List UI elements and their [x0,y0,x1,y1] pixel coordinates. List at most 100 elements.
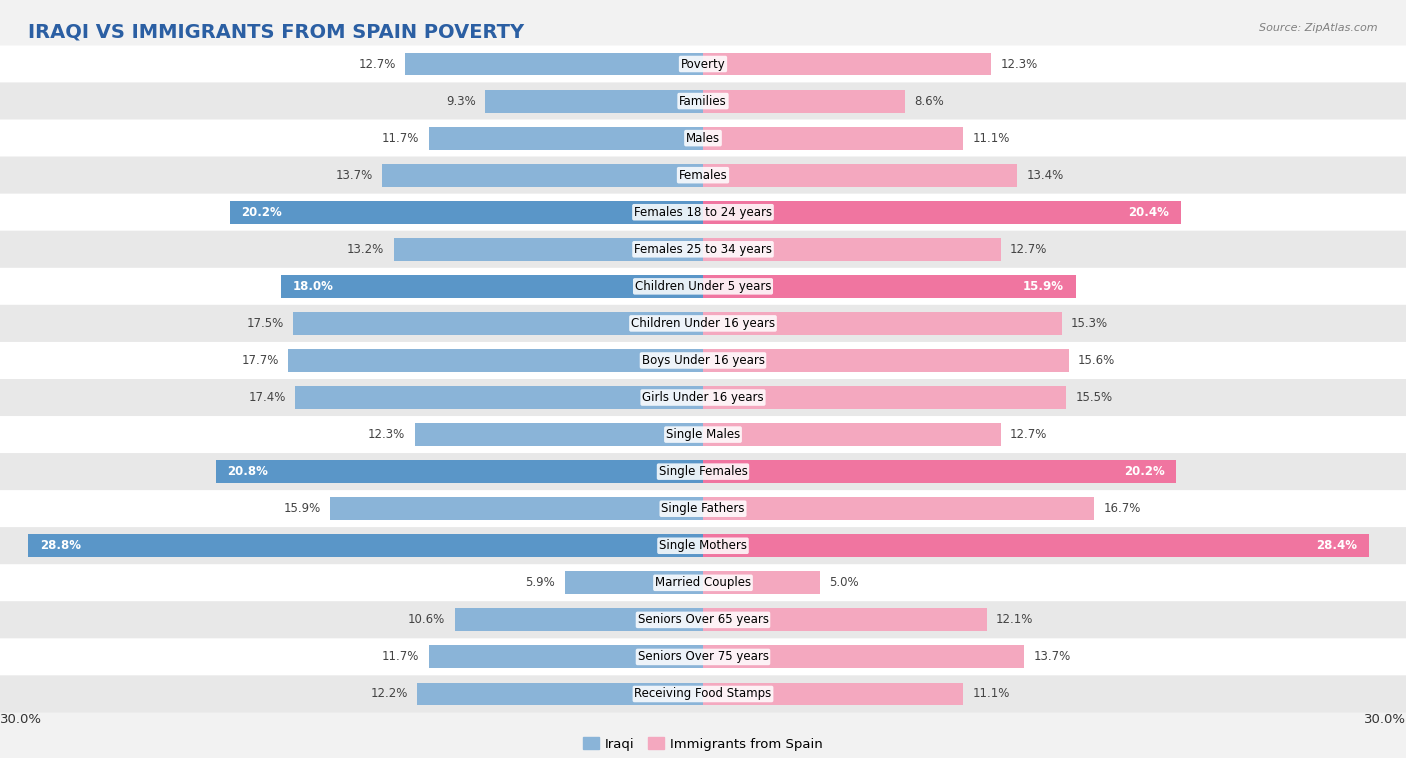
Text: 11.7%: 11.7% [382,650,419,663]
Text: Families: Families [679,95,727,108]
Text: 11.1%: 11.1% [973,688,1010,700]
Text: 5.9%: 5.9% [526,576,555,589]
Text: Receiving Food Stamps: Receiving Food Stamps [634,688,772,700]
FancyBboxPatch shape [0,342,1406,379]
Text: Seniors Over 65 years: Seniors Over 65 years [637,613,769,626]
Bar [703,89,904,112]
Text: 15.5%: 15.5% [1076,391,1112,404]
Bar [454,609,703,631]
Text: 15.3%: 15.3% [1071,317,1108,330]
Bar [703,682,963,706]
Bar [229,201,703,224]
Text: 18.0%: 18.0% [292,280,333,293]
Bar [703,201,1181,224]
Bar [288,349,703,372]
Text: 13.7%: 13.7% [1033,650,1070,663]
FancyBboxPatch shape [0,194,1406,230]
FancyBboxPatch shape [0,157,1406,194]
Bar [703,460,1177,483]
Text: 8.6%: 8.6% [914,95,943,108]
Bar [295,386,703,409]
Text: Single Mothers: Single Mothers [659,539,747,553]
Text: Females: Females [679,169,727,182]
Text: 20.8%: 20.8% [228,465,269,478]
Text: 12.3%: 12.3% [1001,58,1038,70]
Bar [418,682,703,706]
Text: 12.7%: 12.7% [359,58,396,70]
Text: 13.2%: 13.2% [347,243,384,255]
FancyBboxPatch shape [0,453,1406,490]
Text: 10.6%: 10.6% [408,613,446,626]
Bar [429,127,703,149]
Text: 12.1%: 12.1% [995,613,1033,626]
FancyBboxPatch shape [0,45,1406,83]
Bar [703,127,963,149]
Text: Children Under 5 years: Children Under 5 years [634,280,772,293]
FancyBboxPatch shape [0,490,1406,528]
Text: 15.6%: 15.6% [1078,354,1115,367]
Text: 12.3%: 12.3% [368,428,405,441]
Text: 11.7%: 11.7% [382,132,419,145]
FancyBboxPatch shape [0,564,1406,601]
Text: 17.7%: 17.7% [242,354,278,367]
FancyBboxPatch shape [0,601,1406,638]
Text: 13.4%: 13.4% [1026,169,1063,182]
Bar [703,238,1001,261]
Text: 11.1%: 11.1% [973,132,1010,145]
Bar [485,89,703,112]
Bar [703,534,1368,557]
Text: 28.4%: 28.4% [1316,539,1357,553]
Bar [703,572,820,594]
Text: 5.0%: 5.0% [830,576,859,589]
Bar [330,497,703,520]
Bar [703,52,991,76]
Bar [703,312,1062,335]
Bar [281,275,703,298]
Text: Girls Under 16 years: Girls Under 16 years [643,391,763,404]
Bar [394,238,703,261]
Bar [703,164,1017,186]
FancyBboxPatch shape [0,120,1406,157]
Text: 20.4%: 20.4% [1129,205,1170,219]
Text: 9.3%: 9.3% [446,95,475,108]
Text: 30.0%: 30.0% [0,713,42,725]
FancyBboxPatch shape [0,230,1406,268]
Text: 13.7%: 13.7% [336,169,373,182]
Legend: Iraqi, Immigrants from Spain: Iraqi, Immigrants from Spain [578,732,828,756]
Text: 30.0%: 30.0% [1364,713,1406,725]
Text: Males: Males [686,132,720,145]
FancyBboxPatch shape [0,268,1406,305]
Bar [405,52,703,76]
Text: Single Males: Single Males [666,428,740,441]
Bar [292,312,703,335]
Text: Females 25 to 34 years: Females 25 to 34 years [634,243,772,255]
FancyBboxPatch shape [0,675,1406,713]
Text: 12.7%: 12.7% [1010,428,1047,441]
Bar [703,497,1094,520]
Text: Seniors Over 75 years: Seniors Over 75 years [637,650,769,663]
Text: Females 18 to 24 years: Females 18 to 24 years [634,205,772,219]
Bar [565,572,703,594]
FancyBboxPatch shape [0,528,1406,564]
FancyBboxPatch shape [0,379,1406,416]
Bar [28,534,703,557]
Bar [703,423,1001,446]
Text: Single Females: Single Females [658,465,748,478]
Text: Single Fathers: Single Fathers [661,503,745,515]
Text: 15.9%: 15.9% [1024,280,1064,293]
Text: Boys Under 16 years: Boys Under 16 years [641,354,765,367]
Bar [703,386,1066,409]
FancyBboxPatch shape [0,416,1406,453]
Text: 15.9%: 15.9% [284,503,321,515]
Text: Poverty: Poverty [681,58,725,70]
Bar [415,423,703,446]
Text: 12.7%: 12.7% [1010,243,1047,255]
Bar [703,646,1024,669]
FancyBboxPatch shape [0,83,1406,120]
Bar [382,164,703,186]
Bar [429,646,703,669]
Text: 17.5%: 17.5% [246,317,284,330]
Text: 28.8%: 28.8% [39,539,80,553]
Bar [703,275,1076,298]
Bar [215,460,703,483]
